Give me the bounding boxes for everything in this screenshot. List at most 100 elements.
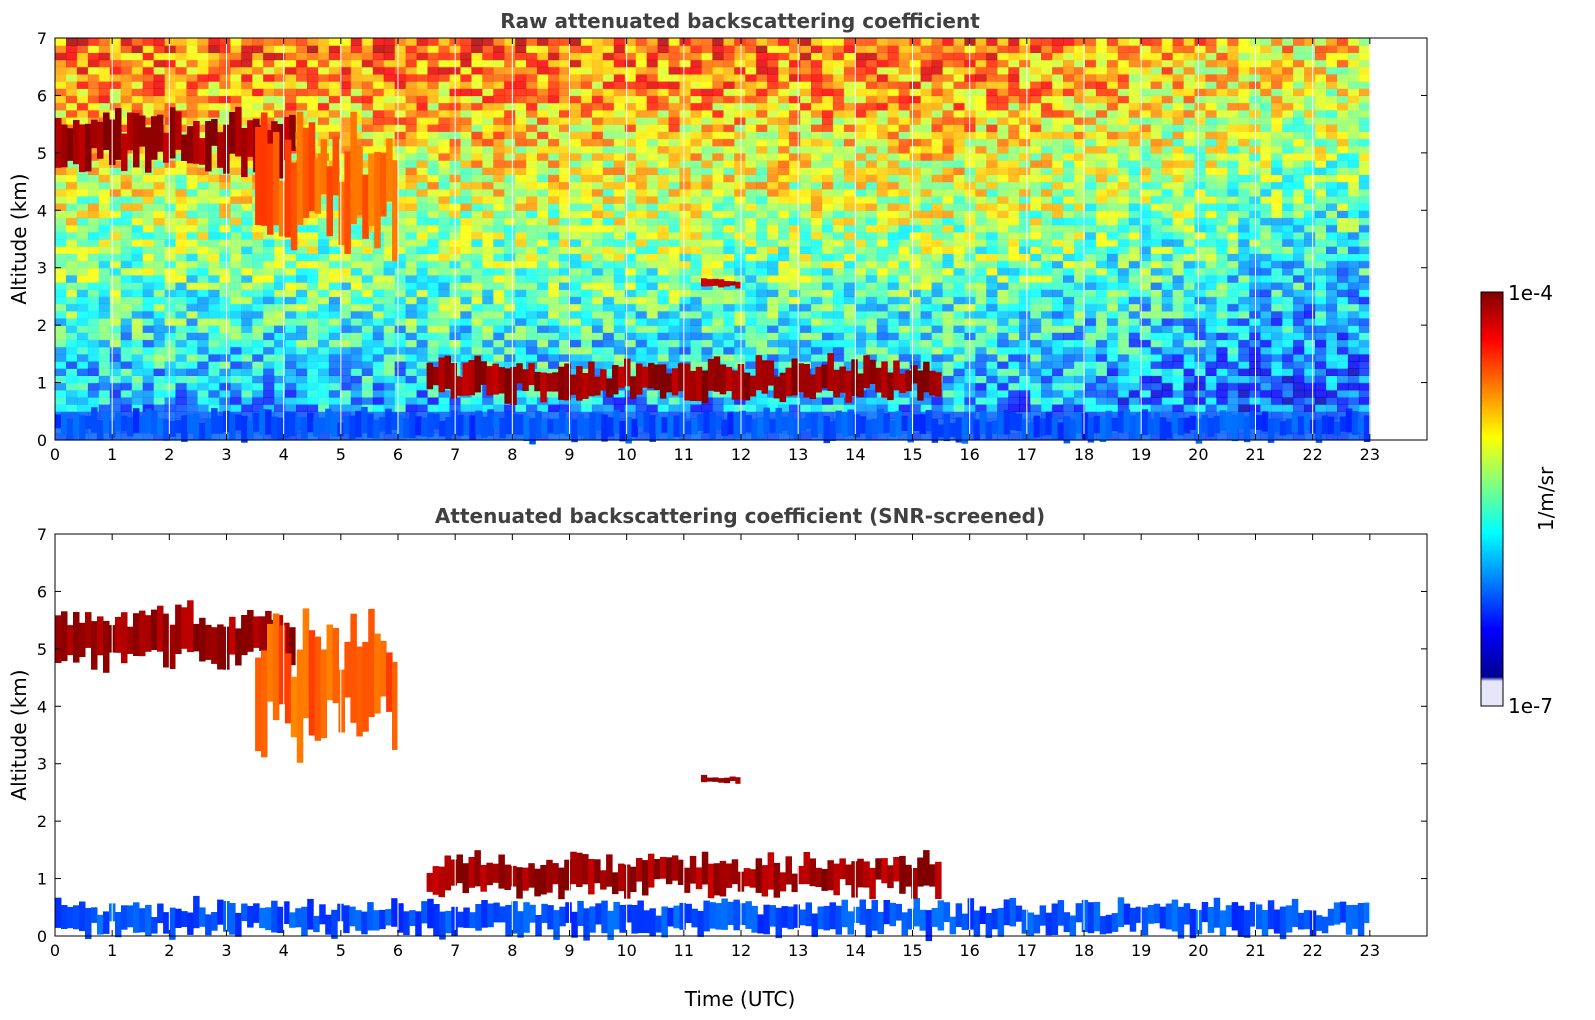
- heatmap-cell: [405, 109, 418, 118]
- heatmap-cell: [76, 81, 89, 89]
- heatmap-cell: [526, 66, 538, 75]
- heatmap-cell: [493, 353, 505, 362]
- heatmap-cell: [296, 353, 308, 362]
- heatmap-cell: [723, 318, 735, 326]
- heatmap-cell: [657, 95, 670, 104]
- heatmap-cell: [865, 396, 878, 405]
- heatmap-cell: [679, 217, 692, 226]
- heatmap-cell: [800, 102, 812, 111]
- heatmap-cell: [438, 52, 451, 61]
- heatmap-cell: [548, 289, 560, 298]
- heatmap-cell: [537, 217, 549, 226]
- heatmap-cell: [570, 167, 582, 175]
- heatmap-cell: [307, 109, 319, 118]
- heatmap-cell: [942, 109, 955, 118]
- heatmap-cell: [613, 102, 626, 111]
- heatmap-cell: [822, 339, 834, 348]
- heatmap-cell: [548, 217, 560, 226]
- heatmap-cell: [109, 195, 122, 204]
- heatmap-cell: [931, 289, 944, 298]
- heatmap-cell: [460, 45, 472, 53]
- heatmap-cell: [854, 310, 867, 319]
- heatmap-cell: [175, 353, 188, 362]
- heatmap-cell: [701, 167, 714, 175]
- heatmap-cell: [515, 145, 527, 154]
- heatmap-cell: [87, 296, 100, 305]
- heatmap-cell: [471, 88, 483, 97]
- heatmap-cell: [712, 267, 724, 276]
- heatmap-cell: [142, 73, 155, 82]
- heatmap-cell: [175, 167, 188, 175]
- heatmap-cell: [87, 274, 100, 283]
- heatmap-cell: [811, 346, 823, 355]
- heatmap-cell: [526, 404, 538, 412]
- heatmap-cell: [372, 73, 385, 82]
- heatmap-cell: [548, 325, 560, 333]
- heatmap-cell: [55, 282, 67, 290]
- heatmap-cell: [394, 52, 407, 61]
- heatmap-cell: [252, 95, 264, 104]
- heatmap-cell: [197, 253, 209, 262]
- heatmap-cell: [975, 289, 987, 298]
- heatmap-cell: [832, 303, 845, 312]
- heatmap-cell: [76, 296, 89, 305]
- heatmap-cell: [767, 203, 779, 211]
- heatmap-cell: [843, 346, 856, 355]
- heatmap-cell: [460, 217, 472, 226]
- heatmap-cell: [986, 361, 998, 369]
- heatmap-cell: [416, 310, 429, 319]
- heatmap-cell: [800, 396, 812, 405]
- heatmap-cell: [219, 282, 231, 290]
- heatmap-cell: [537, 239, 549, 247]
- heatmap-cell: [942, 138, 955, 147]
- heatmap-cell: [131, 260, 144, 269]
- heatmap-cell: [493, 289, 505, 298]
- heatmap-cell: [909, 353, 922, 362]
- heatmap-cell: [942, 188, 955, 197]
- heatmap-cell: [55, 404, 67, 412]
- heatmap-cell: [219, 210, 231, 219]
- heatmap-cell: [690, 131, 703, 140]
- heatmap-cell: [504, 303, 516, 312]
- heatmap-cell: [285, 45, 297, 53]
- heatmap-cell: [690, 95, 703, 104]
- heatmap-cell: [887, 38, 900, 46]
- heatmap-cell: [296, 52, 308, 61]
- heatmap-cell: [120, 59, 133, 68]
- heatmap-cell: [1019, 59, 1031, 68]
- heatmap-cell: [964, 296, 976, 305]
- heatmap-cell: [701, 109, 714, 118]
- heatmap-cell: [318, 274, 330, 283]
- heatmap-cell: [482, 181, 494, 190]
- heatmap-cell: [416, 267, 429, 276]
- heatmap-cell: [942, 310, 955, 319]
- heatmap-cell: [219, 389, 231, 398]
- heatmap-cell: [186, 339, 199, 348]
- heatmap-cell: [164, 195, 177, 204]
- heatmap-cell: [887, 296, 900, 305]
- heatmap-cell: [843, 353, 856, 362]
- heatmap-cell: [909, 253, 922, 262]
- heatmap-cell: [460, 52, 472, 61]
- heatmap-cell: [953, 282, 966, 290]
- heatmap-cell: [646, 274, 659, 283]
- heatmap-cell: [394, 210, 407, 219]
- heatmap-cell: [383, 346, 396, 355]
- heatmap-cell: [120, 325, 133, 333]
- heatmap-cell: [570, 296, 582, 305]
- heatmap-cell: [307, 346, 319, 355]
- heatmap-cell: [559, 152, 571, 161]
- heatmap-cell: [372, 404, 385, 412]
- heatmap-cell: [241, 303, 253, 312]
- heatmap-cell: [197, 418, 209, 427]
- heatmap-cell: [307, 231, 319, 240]
- heatmap-cell: [318, 346, 330, 355]
- heatmap-cell: [602, 274, 615, 283]
- heatmap-cell: [690, 267, 703, 276]
- heatmap-cell: [931, 117, 944, 125]
- heatmap-cell: [646, 167, 659, 175]
- heatmap-cell: [1019, 339, 1031, 348]
- heatmap-cell: [854, 274, 867, 283]
- heatmap-cell: [537, 339, 549, 348]
- heatmap-cell: [920, 124, 933, 132]
